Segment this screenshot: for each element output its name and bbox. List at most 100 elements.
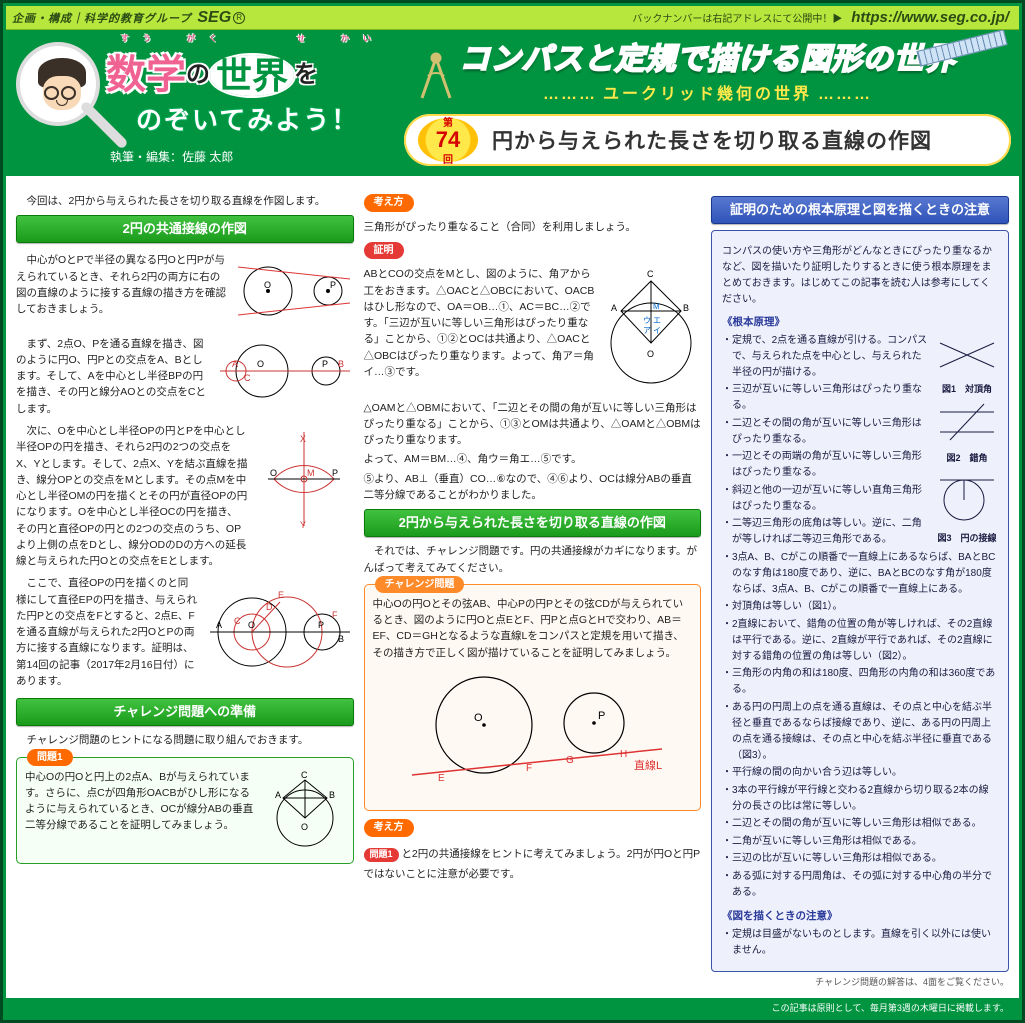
c1-p1: 中心がOとPで半径の異なる円Oと円Pが与えられているとき、それら2円の両方に右の… xyxy=(16,252,228,329)
bh2: 《図を描くときの注意》 xyxy=(722,908,998,925)
kangae2-body: と2円の共通接線をヒントに考えてみましょう。2円が円Oと円Pではないことに注意が… xyxy=(364,848,701,880)
challenge-box: チャレンジ問題 中心Oの円Oとその弦AB、中心Pの円Pとその弦CDが与えられてい… xyxy=(364,584,702,811)
sec-title-3: 2円から与えられた長さを切り取る直線の作図 xyxy=(364,509,702,537)
svg-text:O: O xyxy=(301,822,308,832)
title-main: 数学の世界を xyxy=(106,42,318,100)
svg-text:B: B xyxy=(338,634,344,644)
topbar: 企画・構成｜科学的教育グループ SEG R バックナンバーは右記アドレスにて公開… xyxy=(6,6,1019,30)
author: 執筆・編集：佐藤 太郎 xyxy=(110,148,233,165)
shoumei-p1: ABとCOの交点をMとし、図のように、角アから工をおきます。△OACと△OBCに… xyxy=(364,266,596,380)
svg-text:P: P xyxy=(322,359,328,369)
svg-text:O: O xyxy=(474,712,483,724)
svg-text:O: O xyxy=(270,468,277,478)
svg-text:O: O xyxy=(264,280,271,290)
banner-left: すう がく せ かい 数学の世界を のぞいてみよう！ 執筆・編集：佐藤 太郎 xyxy=(6,30,404,176)
svg-text:A: A xyxy=(275,790,281,800)
backnumber-note: バックナンバーは右記アドレスにて公開中！▶ https://www.seg.co… xyxy=(632,9,1019,26)
column-2: 考え方 三角形がぴったり重なること（合同）を利用しましょう。 証明 ABとCOの… xyxy=(364,190,702,990)
svg-text:C: C xyxy=(244,373,251,383)
principle-item: 二角が互いに等しい三角形は相似である。 xyxy=(722,834,998,850)
kangae2-tag: 考え方 xyxy=(364,819,414,837)
author-name: 佐藤 太郎 xyxy=(182,150,233,164)
principle-item: ある円の円周上の点を通る直線は、その点と中心を結ぶ半径と垂直であるならば接線であ… xyxy=(722,700,998,764)
principle-item: 三角形の内角の和は180度、四角形の内角の和は360度である。 xyxy=(722,666,998,698)
principle-item: 対頂角は等しい（図1）。 xyxy=(722,599,998,615)
principle-item: 平行線の間の向かい合う辺は等しい。 xyxy=(722,765,998,781)
challenge-tag: チャレンジ問題 xyxy=(375,576,465,594)
svg-text:B: B xyxy=(338,359,344,369)
fig3: 図3 円の接線 xyxy=(936,470,998,545)
footnote: チャレンジ問題の解答は、4面をご覧ください。 xyxy=(711,976,1009,990)
svg-text:H: H xyxy=(620,749,627,760)
title-sekai: 世界 xyxy=(210,55,294,96)
fig2-label: 図2 錯角 xyxy=(936,451,998,465)
principle-item: 3点A、B、Cがこの順番で一直線上にあるならば、BAとBCのなす角は180度であ… xyxy=(722,550,998,598)
banner-right-sub: ユークリッド幾何の世界 xyxy=(404,80,1011,104)
svg-text:A: A xyxy=(611,303,617,313)
compass-icon xyxy=(410,52,462,107)
kangae-text: 三角形がぴったり重なること（合同）を利用しましょう。 xyxy=(364,219,702,235)
shoumei-p3: よって、AM＝BM…④、角ウ＝角エ…⑤です。 xyxy=(364,451,702,467)
svg-text:P: P xyxy=(330,280,336,290)
shoumei-tag: 証明 xyxy=(364,242,404,260)
sec-title-blue: 証明のための根本原理と図を描くときの注意 xyxy=(711,196,1009,224)
backnumber-text: バックナンバーは右記アドレスにて公開中！▶ xyxy=(632,14,842,25)
author-label: 執筆・編集： xyxy=(110,150,182,164)
company-prefix: 企画・構成｜科学的教育グループ xyxy=(6,10,191,26)
fig-challenge: OPEFGH直線L xyxy=(373,665,693,800)
fig-rhombus-oacb: OABC xyxy=(265,770,345,853)
svg-text:A: A xyxy=(216,620,222,630)
episode-title: 円から与えられた長さを切り取る直線の作図 xyxy=(492,125,932,155)
fig-proof-rhombus: OABCMウエアイ xyxy=(601,267,701,392)
svg-text:エ: エ xyxy=(653,316,661,325)
column-3: 証明のための根本原理と図を描くときの注意 コンパスの使い方や三角形がどんなときに… xyxy=(711,190,1009,990)
c1-p4: ここで、直径OPの円を描くのと同様にして直径EPの円を描き、与えられた円Pとの交… xyxy=(16,575,198,689)
principle-item: ある弧に対する円周角は、その弧に対する中心角の半分である。 xyxy=(722,869,998,901)
note-item: 定規は目盛がないものとします。直線を引く以外には使いません。 xyxy=(722,927,998,959)
shoumei-p4: ⑤より、AB⊥（垂直）CO…⑥なので、④⑥より、OCは線分ABの垂直二等分線であ… xyxy=(364,471,702,504)
svg-text:P: P xyxy=(598,710,605,722)
svg-text:O: O xyxy=(257,359,264,369)
fig1-label: 図1 対頂角 xyxy=(936,382,998,396)
blue-panel: コンパスの使い方や三角形がどんなときにぴったり重なるかなど、図を描いたり証明した… xyxy=(711,230,1009,972)
magnifier-character xyxy=(16,42,106,132)
svg-text:O: O xyxy=(248,620,255,630)
svg-text:C: C xyxy=(301,770,308,780)
svg-text:ウ: ウ xyxy=(643,316,651,325)
svg-text:直線L: 直線L xyxy=(634,758,662,772)
fig1: 図1 対頂角 xyxy=(936,335,998,396)
svg-text:C: C xyxy=(647,269,654,279)
principle-item: 3本の平行線が平行線と交わる2直線から切り取る2本の線分の長さの比は常に等しい。 xyxy=(722,783,998,815)
svg-text:G: G xyxy=(566,755,574,766)
banner: すう がく せ かい 数学の世界を のぞいてみよう！ 執筆・編集：佐藤 太郎 コ… xyxy=(6,30,1019,176)
column-1: 今回は、2円から与えられた長さを切り取る直線を作図します。 2円の共通接線の作図… xyxy=(16,190,354,990)
fig3-label: 図3 円の接線 xyxy=(936,531,998,545)
svg-text:C: C xyxy=(234,616,241,626)
principle-item: 三辺の比が互いに等しい三角形は相似である。 xyxy=(722,851,998,867)
svg-text:F: F xyxy=(332,610,338,620)
principle-item: 2直線において、錯角の位置の角が等しければ、その2直線は平行である。逆に、2直線… xyxy=(722,617,998,665)
ep-suf: 回 xyxy=(443,151,453,166)
svg-text:D: D xyxy=(266,602,273,612)
fig2: 図2 錯角 xyxy=(936,400,998,465)
svg-text:E: E xyxy=(438,773,445,784)
problem1-text: 中心Oの円Oと円上の2点A、Bが与えられています。さらに、点Cが四角形OACBが… xyxy=(25,769,259,834)
svg-text:M: M xyxy=(307,468,315,478)
svg-text:P: P xyxy=(332,468,338,478)
svg-text:Y: Y xyxy=(300,520,306,530)
fig-xy-m: XYOPM xyxy=(254,424,354,568)
c1-p3: 次に、Oを中心とし半径OPの円とPを中心とし半径OPの円を描き、それら2円の2つ… xyxy=(16,423,248,569)
kangae2-text: 問題1 と2円の共通接線をヒントに考えてみましょう。2円が円Oと円Pではないこと… xyxy=(364,844,702,882)
content: 今回は、2円から与えられた長さを切り取る直線を作図します。 2円の共通接線の作図… xyxy=(6,176,1019,998)
sec-title-1: 2円の共通接線の作図 xyxy=(16,215,354,243)
problem1-tag: 問題1 xyxy=(27,749,73,767)
registered-icon: R xyxy=(233,12,245,24)
title-no: の xyxy=(186,61,210,88)
kangae-tag: 考え方 xyxy=(364,194,414,212)
bp-intro: コンパスの使い方や三角形がどんなときにぴったり重なるかなど、図を描いたり証明した… xyxy=(722,244,998,308)
title-subtitle: のぞいてみよう！ xyxy=(136,100,359,137)
svg-text:ア: ア xyxy=(643,326,651,335)
bh1: 《根本原理》 xyxy=(722,314,998,331)
c1-p5: チャレンジ問題のヒントになる問題に取り組んでおきます。 xyxy=(16,732,354,748)
principle-item: 二辺とその間の角が互いに等しい三角形は相似である。 xyxy=(722,816,998,832)
